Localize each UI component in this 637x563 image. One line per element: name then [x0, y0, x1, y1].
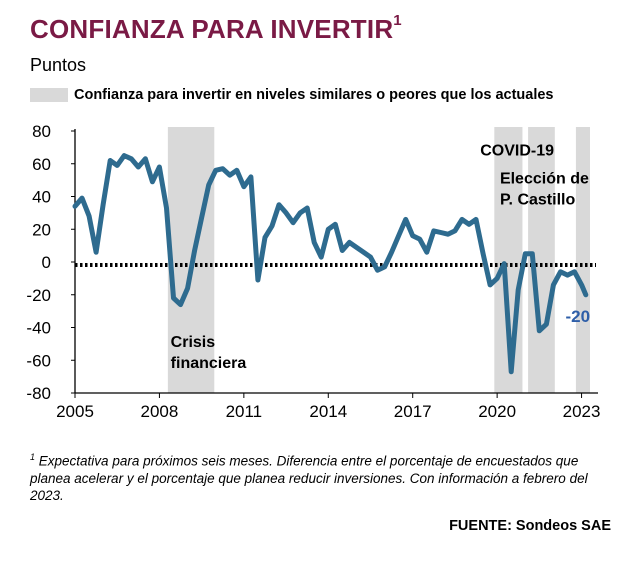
- x-tick-labels: 2005 2008 2011 2014 2017 2020 2023: [56, 402, 600, 421]
- shaded-periods: [167, 127, 590, 393]
- period-label-line: financiera: [171, 355, 247, 372]
- footnote-marker: 1: [30, 452, 36, 462]
- y-tick-label: 80: [32, 122, 51, 141]
- legend-label: Confianza para invertir en niveles simil…: [74, 87, 554, 103]
- period-label-line: COVID-19: [480, 143, 554, 160]
- footnote-text: Expectativa para próximos seis meses. Di…: [30, 453, 588, 503]
- shaded-period-3: [575, 127, 590, 393]
- x-tick-label: 2011: [226, 402, 263, 421]
- x-tick-label: 2008: [141, 402, 179, 421]
- legend-swatch: [30, 88, 68, 102]
- period-label: COVID-19: [480, 143, 554, 160]
- y-tick-labels: 80 60 40 20 0 -20 -40 -60 -80: [26, 122, 51, 403]
- chart-title: CONFIANZA PARA INVERTIR1: [30, 12, 402, 45]
- y-tick-label: 20: [32, 220, 51, 239]
- chart-subtitle: Puntos: [30, 55, 87, 75]
- source-note: FUENTE: Sondeos SAE: [449, 518, 611, 534]
- x-tick-label: 2017: [394, 402, 432, 421]
- period-label-line: Crisis: [171, 334, 216, 351]
- y-tick-label: -80: [26, 384, 51, 403]
- x-tick-label: 2005: [56, 402, 94, 421]
- y-tick-label: -60: [26, 351, 51, 370]
- y-tick-label: -20: [26, 286, 51, 305]
- period-label: Elección de P. Castillo: [500, 170, 589, 208]
- annotations: Crisis financiera COVID-19 Elección de P. Ca…: [171, 143, 590, 373]
- series-group: [72, 153, 589, 375]
- y-tick-label: 60: [32, 155, 51, 174]
- title-text: CONFIANZA PARA INVERTIR: [30, 14, 394, 44]
- period-label-line: P. Castillo: [500, 191, 576, 208]
- period-label-line: Elección de: [500, 170, 589, 187]
- period-label: Crisis financiera: [171, 334, 247, 372]
- y-tick-label: 0: [42, 253, 51, 272]
- last-value-label: -20: [565, 307, 590, 326]
- axes: [71, 129, 598, 398]
- x-tick-label: 2014: [309, 402, 347, 421]
- series-line-0: [72, 153, 589, 375]
- y-tick-label: -40: [26, 319, 51, 338]
- footnote: 1 Expectativa para próximos seis meses. …: [30, 449, 620, 504]
- legend: Confianza para invertir en niveles simil…: [30, 87, 554, 103]
- x-tick-label: 2020: [478, 402, 516, 421]
- title-footnote-marker: 1: [393, 12, 402, 30]
- x-tick-label: 2023: [563, 402, 601, 421]
- y-tick-label: 40: [32, 188, 51, 207]
